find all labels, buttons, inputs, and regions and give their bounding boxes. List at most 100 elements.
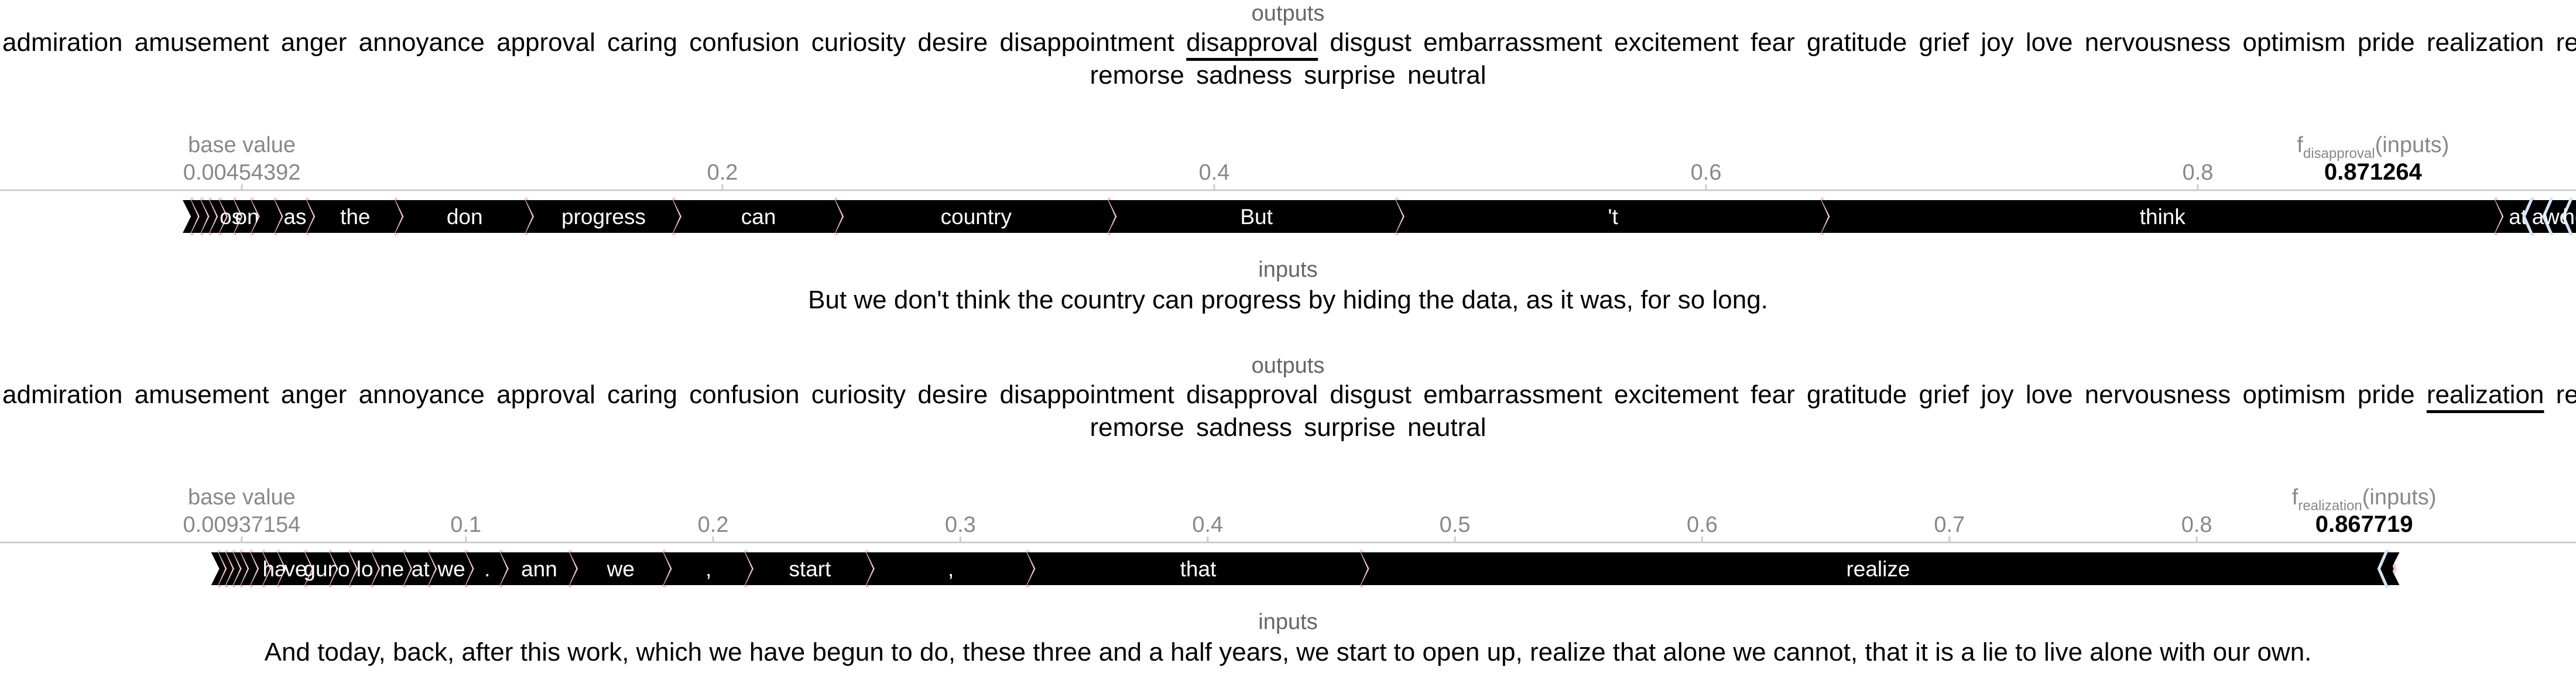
segment-separator [2377,549,2389,589]
output-label: disappointment [999,380,1174,409]
output-label: annoyance [358,380,485,409]
output-label: love [2025,28,2073,57]
output-label: caring [607,28,677,57]
token-segment [251,200,283,233]
token-segment [305,552,338,585]
token-segment [526,200,681,233]
outputs-line-1: admiration amusement anger annoyance app… [0,380,2576,410]
output-label: relief [2556,28,2576,57]
token-segment [395,200,534,233]
output-label: embarrassment [1423,28,1602,57]
output-label: curiosity [811,380,906,409]
base-value: 0.00937154 [183,513,301,537]
segment-separator [2561,197,2573,236]
output-label: gratitude [1807,28,1907,57]
output-label: confusion [689,28,800,57]
token-label: he [2563,205,2576,229]
output-label: optimism [2242,380,2346,409]
output-label: neutral [1407,61,1486,90]
base-value-label: base value [188,133,296,157]
token-label: ve [284,557,307,581]
outputs-title: outputs [1251,1,1325,26]
token-segment [263,552,286,585]
output-label: sadness [1196,413,1292,442]
output-label: confusion [689,380,800,409]
output-label: surprise [1304,413,1396,442]
x-tick-label: 0.4 [1199,160,1230,185]
inputs-title: inputs [1258,610,1318,634]
token-label: But [1240,205,1273,229]
segment-separator [2542,197,2554,236]
force-plot-svg: 0.2 0.4 0.6 0.8 base value 0.00454392 fdisappr… [0,133,2576,236]
token-segment [234,200,260,233]
outputs-title: outputs [1251,353,1325,378]
output-label: disapproval [1186,380,1318,409]
output-label: neutral [1407,413,1486,442]
base-value: 0.00454392 [183,160,301,185]
x-tick-label: 0.2 [698,513,729,537]
token-label: realize [1846,557,1910,581]
output-label: realization [2426,380,2544,409]
x-tick-label: 0.7 [1934,513,1965,537]
output-label: desire [917,28,988,57]
token-segment [211,552,227,585]
token-segment [2543,200,2572,233]
token-label: , [948,557,954,581]
token-label: don [447,205,483,229]
token-label: gun [303,557,340,581]
token-segment [429,552,474,585]
token-segment [372,552,413,585]
output-label: love [2025,380,2073,409]
token-segment [673,200,844,233]
token-segment [500,552,578,585]
token-label: start [789,557,831,581]
output-function-label: fdisapproval(inputs) [2297,133,2449,161]
fx-prefix: f [2292,485,2298,510]
token-label: as [283,205,306,229]
token-label: can [741,205,776,229]
output-label: pride [2357,28,2415,57]
x-tick-label: 0.5 [1440,513,1471,537]
output-label: disgust [1330,380,1412,409]
output-label: amusement [134,28,269,57]
token-label: progress [561,205,646,229]
output-label: curiosity [811,28,906,57]
x-tick-label: 0.6 [1691,160,1722,185]
token-label: lo [357,557,374,581]
token-segment [465,552,509,585]
input-sentence: But we don't think the country can progr… [808,286,1768,314]
token-segment [570,552,672,585]
token-label: on [235,205,259,229]
output-label: pride [2357,380,2415,409]
token-label: we [607,557,635,581]
token-segment [275,200,316,233]
output-label: gratitude [1807,380,1907,409]
output-label: disappointment [999,28,1174,57]
output-label: remorse [1090,61,1184,90]
input-sentence: And today, back, after this work, which … [264,638,2312,666]
inputs-title: inputs [1258,257,1318,282]
token-label: a [2532,205,2544,229]
output-label: caring [607,380,677,409]
token-label: . [484,557,490,581]
x-tick-label: 0.8 [2183,160,2214,185]
output-label: approval [496,28,595,57]
x-tick-label: 0.8 [2181,513,2212,537]
output-label: relief [2556,380,2576,409]
output-label: joy [1981,28,2014,57]
output-label: disapproval [1186,28,1318,57]
output-value: 0.867719 [2315,511,2413,537]
token-segment [220,200,243,233]
output-label: admiration [2,28,123,57]
token-segment [307,200,404,233]
output-label: anger [280,380,347,409]
x-tick-label: 0.1 [450,513,481,537]
output-label: embarrassment [1423,380,1602,409]
token-segment [226,552,242,585]
x-tick-label: 0.6 [1687,513,1718,537]
token-segment [1361,552,2396,585]
token-segment [330,552,358,585]
fx-subscript: realization [2298,498,2362,514]
output-label: remorse [1090,413,1184,442]
outputs-line-2: remorse sadness surprise neutral [0,413,2576,442]
